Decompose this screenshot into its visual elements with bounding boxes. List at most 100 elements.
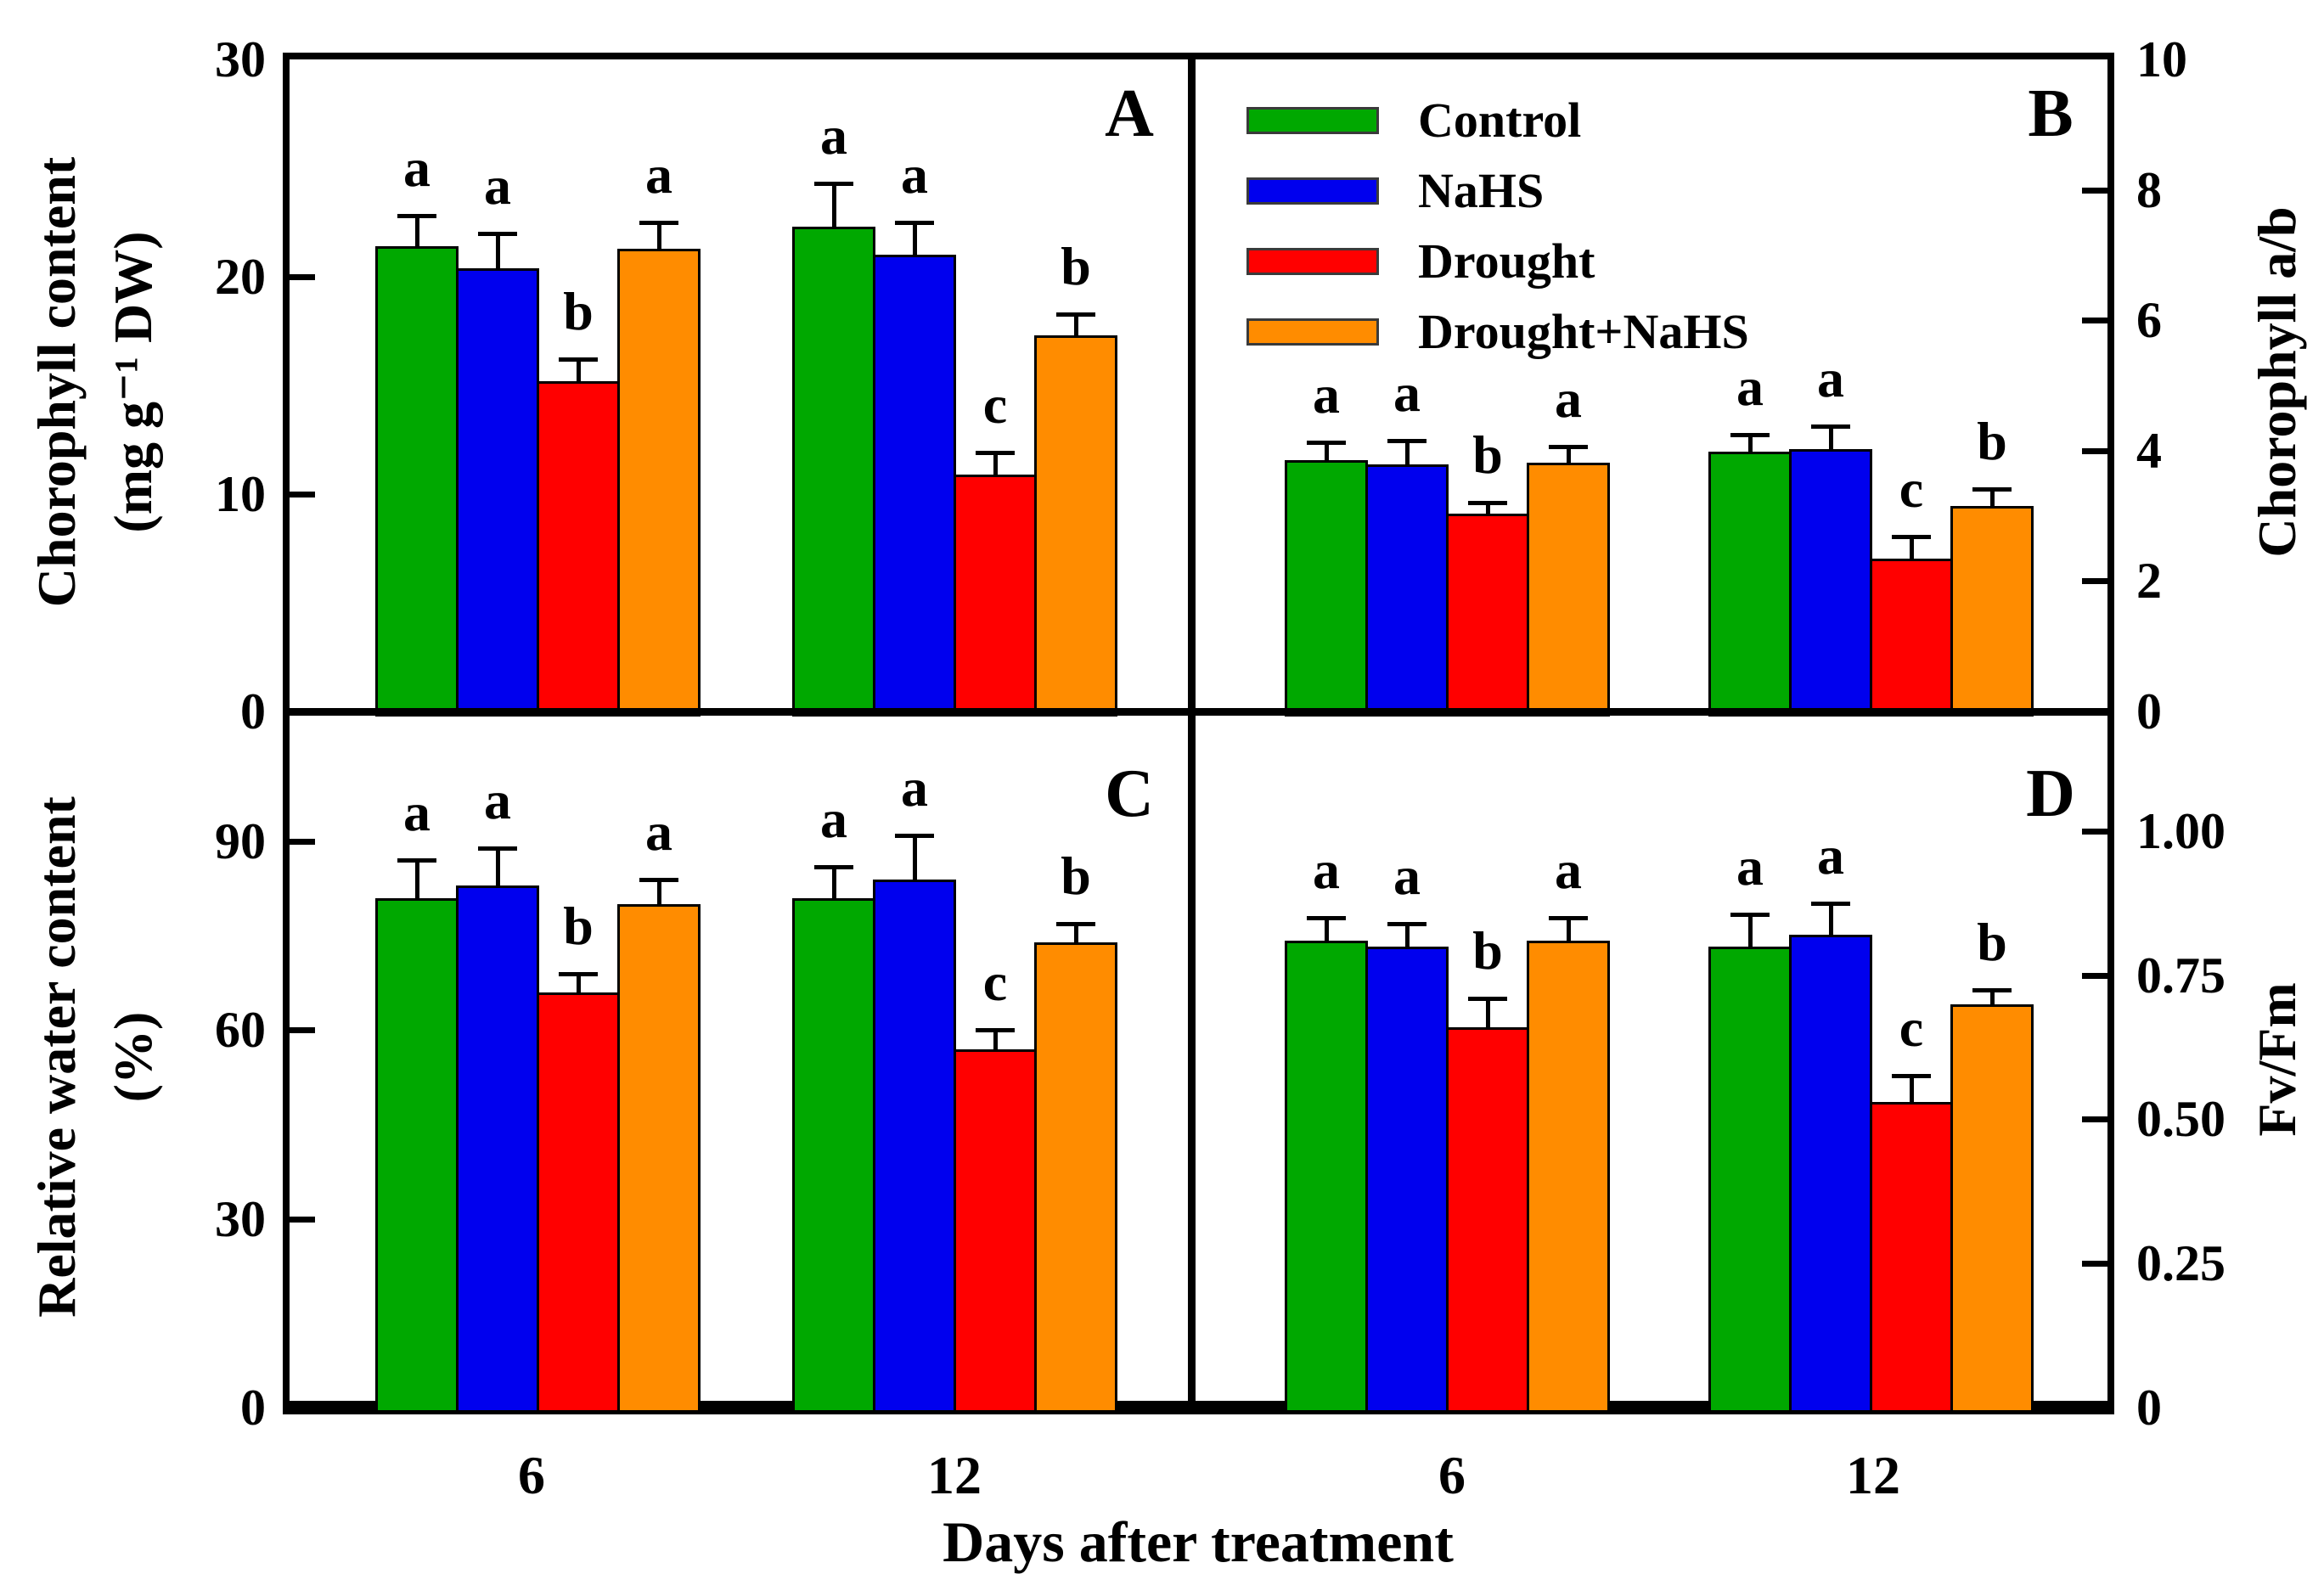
- y-tick-label-B-6: 6: [2136, 292, 2162, 349]
- bar-drought-day6: [537, 992, 620, 1413]
- y-tick-label-B-8: 8: [2136, 161, 2162, 218]
- error-bar-cap: [1730, 433, 1770, 438]
- bar-nahs-day6: [1365, 946, 1449, 1413]
- significance-letter: a: [403, 138, 430, 199]
- y-tick-D-0.75: [2082, 972, 2107, 979]
- plot-frame: [283, 53, 2114, 1414]
- error-bar-stem: [831, 183, 836, 228]
- error-bar-stem: [656, 879, 661, 905]
- error-bar-stem: [1909, 1076, 1914, 1103]
- significance-letter: a: [1393, 363, 1421, 424]
- bar-drought-day12: [1870, 559, 1953, 717]
- significance-letter: c: [1899, 998, 1924, 1059]
- error-bar-stem: [912, 835, 917, 880]
- significance-letter: b: [1472, 919, 1503, 981]
- error-bar-cap: [1892, 1074, 1931, 1079]
- error-bar-cap: [1811, 901, 1850, 906]
- y-tick-B-2: [2082, 578, 2107, 585]
- y-axis-title-c-line1: Relative water content: [26, 796, 87, 1318]
- legend-swatch-control: [1246, 107, 1379, 134]
- significance-letter: b: [1061, 845, 1091, 906]
- bar-drought-nahs-day12: [1950, 1003, 2034, 1413]
- significance-letter: a: [1736, 357, 1764, 418]
- y-axis-title-d: Fv/Fm: [2247, 982, 2307, 1137]
- significance-letter: a: [1313, 839, 1340, 900]
- error-bar-stem: [576, 359, 581, 381]
- error-bar-stem: [1747, 435, 1753, 453]
- error-bar-stem: [1485, 998, 1490, 1027]
- error-bar-stem: [1404, 441, 1410, 464]
- significance-letter: b: [1977, 411, 2007, 472]
- panel-letter-a: A: [1105, 76, 1154, 151]
- legend-item-drought: Drought: [1246, 234, 1595, 289]
- error-bar-cap: [559, 971, 598, 976]
- significance-letter: a: [820, 104, 847, 166]
- error-bar-stem: [1747, 914, 1753, 947]
- significance-letter: b: [563, 895, 594, 956]
- error-bar-cap: [1056, 312, 1095, 317]
- significance-letter: a: [645, 801, 672, 862]
- y-tick-B-8: [2082, 187, 2107, 194]
- significance-letter: a: [901, 756, 928, 818]
- error-bar-cap: [639, 877, 678, 882]
- error-bar-cap: [1730, 913, 1770, 918]
- error-bar-stem: [656, 222, 661, 249]
- bar-nahs-day6: [456, 267, 539, 717]
- error-bar-cap: [639, 221, 678, 225]
- y-tick-label-D-1.00: 1.00: [2136, 802, 2226, 859]
- y-tick-C-30: [290, 1216, 315, 1223]
- significance-letter: a: [901, 144, 928, 205]
- significance-letter: c: [1899, 458, 1924, 520]
- bar-control-day6: [375, 246, 459, 717]
- y-tick-label-B-4: 4: [2136, 422, 2162, 479]
- error-bar-cap: [895, 221, 934, 225]
- panel-letter-d: D: [2026, 756, 2075, 831]
- significance-letter: c: [982, 952, 1008, 1013]
- error-bar-stem: [1404, 923, 1410, 947]
- error-bar-stem: [831, 866, 836, 898]
- bar-drought-day12: [954, 1048, 1037, 1413]
- error-bar-stem: [1073, 313, 1078, 336]
- y-tick-label-C-90: 90: [215, 813, 266, 870]
- error-bar-stem: [576, 973, 581, 992]
- error-bar-cap: [1549, 445, 1588, 450]
- y-tick-label-B-10: 10: [2136, 31, 2187, 87]
- significance-letter: a: [820, 788, 847, 849]
- y-tick-C-90: [290, 839, 315, 846]
- significance-letter: a: [403, 782, 430, 843]
- significance-letter: b: [1977, 911, 2007, 972]
- error-bar-cap: [1468, 996, 1507, 1001]
- significance-letter: b: [1472, 424, 1503, 486]
- y-tick-B-4: [2082, 447, 2107, 454]
- significance-letter: a: [1313, 363, 1340, 424]
- significance-letter: b: [563, 281, 594, 342]
- y-tick-label-A-30: 30: [215, 31, 266, 87]
- legend-swatch-drought: [1246, 248, 1379, 275]
- bar-nahs-day12: [873, 255, 956, 717]
- x-axis-title: Days after treatment: [943, 1509, 1454, 1574]
- bar-drought-day12: [1870, 1102, 1953, 1413]
- error-bar-stem: [1324, 917, 1329, 941]
- y-tick-B-6: [2082, 318, 2107, 324]
- error-bar-cap: [1387, 921, 1426, 926]
- y-tick-label-C-0: 0: [240, 1380, 266, 1436]
- significance-letter: a: [1555, 839, 1582, 900]
- bar-drought-nahs-day6: [617, 248, 701, 717]
- legend-label: Control: [1418, 93, 1582, 148]
- legend-item-drought-nahs: Drought+NaHS: [1246, 305, 1749, 359]
- error-bar-cap: [814, 181, 853, 186]
- legend-label: Drought: [1418, 233, 1595, 289]
- x-tick-d-6: 6: [1438, 1445, 1466, 1505]
- bar-drought-day6: [537, 380, 620, 717]
- bar-control-day6: [375, 897, 459, 1413]
- legend-label: NaHS: [1418, 163, 1545, 218]
- significance-letter: a: [1817, 824, 1844, 885]
- error-bar-stem: [1909, 537, 1914, 559]
- significance-letter: a: [484, 769, 511, 830]
- y-tick-label-B-0: 0: [2136, 683, 2162, 739]
- y-tick-A-20: [290, 274, 315, 280]
- bar-control-day12: [1708, 946, 1792, 1413]
- y-tick-D-1.00: [2082, 828, 2107, 835]
- error-bar-cap: [976, 451, 1015, 456]
- error-bar-stem: [912, 222, 917, 256]
